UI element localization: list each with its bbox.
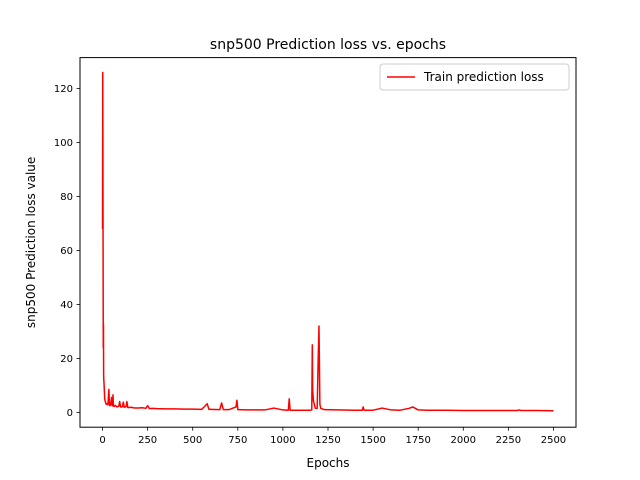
plot-frame: [79, 57, 577, 428]
x-tick-label: 1750: [405, 435, 430, 446]
x-tick-label: 0: [99, 435, 105, 446]
chart-title: snp500 Prediction loss vs. epochs: [210, 37, 446, 53]
x-tick-label: 1000: [270, 435, 295, 446]
series-line-train-prediction-loss: [101, 71, 554, 412]
legend-box: [379, 63, 570, 91]
x-axis-label: Epochs: [307, 456, 350, 470]
y-tick-label: 20: [60, 354, 73, 365]
legend: Train prediction loss: [379, 63, 570, 91]
x-axis-ticks: 0 250 500 750 1000 1250 1500 1750 2000 2250 2500: [99, 427, 566, 446]
y-tick-label: 60: [60, 246, 73, 257]
x-tick-label: 500: [183, 435, 202, 446]
x-tick-label: 2500: [541, 435, 566, 446]
y-tick-label: 100: [54, 138, 73, 149]
x-tick-label: 1250: [315, 435, 340, 446]
y-axis-ticks: 0 20 40 60 80 100 120: [54, 84, 80, 419]
x-tick-label: 250: [138, 435, 157, 446]
y-tick-label: 120: [54, 84, 73, 95]
x-tick-label: 2000: [451, 435, 476, 446]
y-tick-label: 0: [67, 408, 73, 419]
x-tick-label: 750: [228, 435, 247, 446]
y-tick-label: 80: [60, 192, 73, 203]
x-tick-label: 2250: [496, 435, 521, 446]
plot-area: [80, 57, 576, 428]
legend-label: Train prediction loss: [423, 70, 544, 84]
y-tick-label: 40: [60, 300, 73, 311]
y-axis-label: snp500 Prediction loss value: [24, 157, 38, 328]
x-tick-label: 1500: [360, 435, 385, 446]
